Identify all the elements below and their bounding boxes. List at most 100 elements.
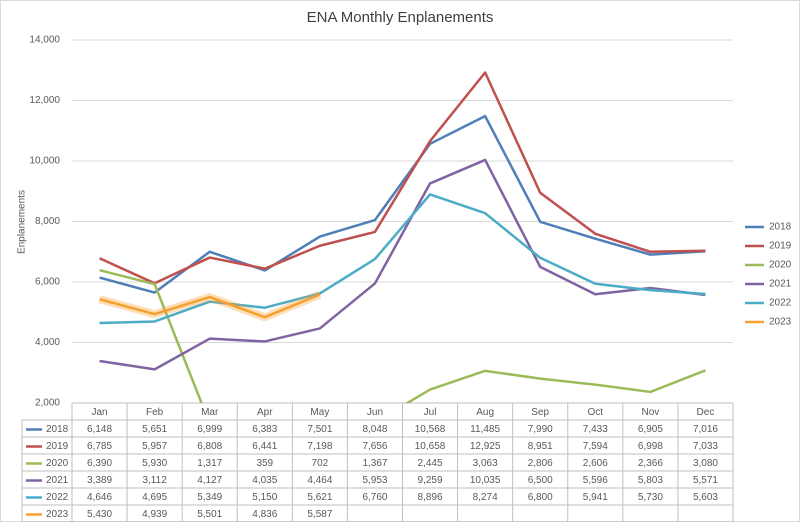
legend-label: 2021 [769,279,792,290]
y-tick-label: 4,000 [35,337,60,348]
line-series [99,193,706,325]
table-cell: 5,730 [638,492,663,503]
x-tick-label: Jul [424,407,437,418]
table-cell: 3,063 [473,458,498,469]
table-cell: 4,836 [252,509,277,520]
table-cell: 7,656 [362,441,387,452]
table-cell: 5,621 [307,492,332,503]
table-cell: 2,606 [583,458,608,469]
table-cell: 10,568 [415,424,446,435]
line-series [99,114,706,294]
table-cell: 5,150 [252,492,277,503]
table-cell: 3,389 [87,475,112,486]
table-cell: 7,198 [307,441,332,452]
table-cell: 359 [256,458,273,469]
table-cell: 9,259 [418,475,443,486]
legend-label: 2019 [769,241,792,252]
y-tick-label: 6,000 [35,277,60,288]
table-cell: 7,501 [307,424,332,435]
table-cell: 6,148 [87,424,112,435]
y-tick-label: 12,000 [29,95,60,106]
table-cell: 6,808 [197,441,222,452]
x-tick-label: Aug [476,407,494,418]
table-cell: 6,390 [87,458,112,469]
table-cell: 2,806 [528,458,553,469]
table-cell: 12,925 [470,441,501,452]
table-cell: 8,951 [528,441,553,452]
x-tick-label: Jun [367,407,383,418]
legend-label: 2023 [769,317,792,328]
table-cell: 10,658 [415,441,446,452]
table-row-label: 2022 [46,492,69,503]
table-cell: 8,896 [418,492,443,503]
table-cell: 4,464 [307,475,332,486]
table-cell: 5,596 [583,475,608,486]
chart-title: ENA Monthly Enplanements [307,9,494,26]
table-cell: 4,035 [252,475,277,486]
x-tick-label: Feb [146,407,164,418]
table-cell: 8,274 [473,492,498,503]
table-cell: 5,651 [142,424,167,435]
table-cell: 3,080 [693,458,718,469]
table-cell: 6,785 [87,441,112,452]
legend-label: 2022 [769,298,792,309]
y-tick-label: 10,000 [29,156,60,167]
x-tick-label: Mar [201,407,219,418]
table-cell: 5,501 [197,509,222,520]
table-cell: 1,367 [362,458,387,469]
table-cell: 4,695 [142,492,167,503]
table-cell: 6,760 [362,492,387,503]
y-tick-label: 8,000 [35,216,60,227]
table-cell: 7,990 [528,424,553,435]
table-cell: 10,035 [470,475,501,486]
line-series [99,158,706,371]
table-cell: 6,383 [252,424,277,435]
table-cell: 6,905 [638,424,663,435]
table-cell: 5,587 [307,509,332,520]
table-cell: 4,939 [142,509,167,520]
legend-label: 2020 [769,260,792,271]
table-cell: 3,112 [142,475,167,486]
table-row-label: 2023 [46,509,69,520]
table-cell: 7,033 [693,441,718,452]
table-cell: 5,953 [362,475,387,486]
table-cell: 6,800 [528,492,553,503]
line-series [99,71,706,285]
table-cell: 2,366 [638,458,663,469]
table-cell: 5,803 [638,475,663,486]
table-row-label: 2020 [46,458,69,469]
table-cell: 11,485 [470,424,500,435]
table-cell: 5,349 [197,492,222,503]
table-cell: 4,127 [197,475,222,486]
table-cell: 702 [312,458,329,469]
y-tick-label: 2,000 [35,398,60,409]
x-tick-label: May [310,407,329,418]
y-tick-label: 14,000 [29,35,60,46]
table-cell: 5,957 [142,441,167,452]
line-series [99,268,706,403]
table-cell: 1,317 [197,458,222,469]
table-cell: 5,430 [87,509,112,520]
table-row-label: 2021 [46,475,69,486]
table-cell: 5,571 [693,475,718,486]
x-tick-label: Dec [697,407,715,418]
table-row-label: 2019 [46,441,69,452]
table-row-label: 2018 [46,424,69,435]
table-cell: 7,016 [693,424,718,435]
legend-label: 2018 [769,222,792,233]
table-cell: 6,998 [638,441,663,452]
x-tick-label: Apr [257,407,273,418]
x-tick-label: Nov [641,407,659,418]
table-cell: 6,999 [197,424,222,435]
x-tick-label: Sep [531,407,549,418]
table-cell: 5,930 [142,458,167,469]
table-cell: 8,048 [362,424,387,435]
line-series [99,293,321,319]
table-cell: 5,941 [583,492,608,503]
table-cell: 7,433 [583,424,608,435]
x-tick-label: Jan [91,407,107,418]
table-cell: 5,603 [693,492,718,503]
table-cell: 4,646 [87,492,112,503]
